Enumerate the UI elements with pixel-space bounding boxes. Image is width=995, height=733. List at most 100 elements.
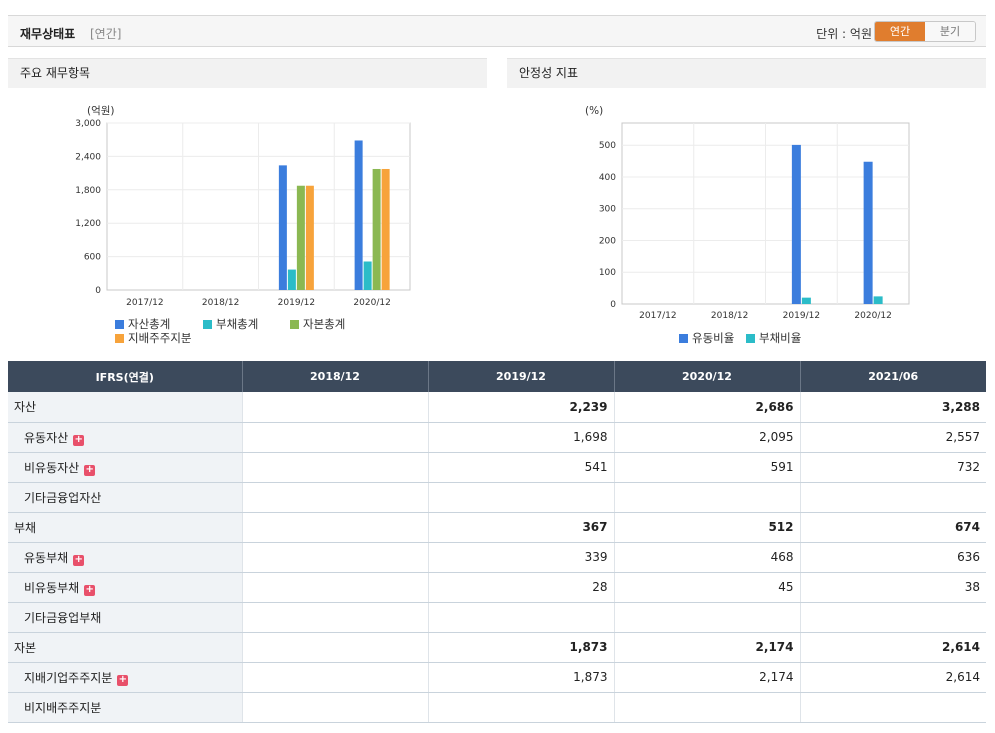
x-tick-label: 2020/12 — [854, 311, 891, 321]
table-row: 유동자산 +1,698 2,095 2,557 — [8, 422, 986, 453]
x-tick-label: 2020/12 — [353, 298, 390, 308]
table-cell — [613, 692, 800, 723]
table-cell: 1,873 — [427, 662, 614, 693]
table-cell: 2,686 — [613, 392, 800, 423]
table-row: 비지배주주지분 — [8, 692, 986, 723]
table-cell: 1,698 — [427, 422, 614, 453]
bar-부채총계 — [287, 269, 296, 290]
row-label-text: 자산 — [14, 400, 37, 415]
x-tick-label: 2017/12 — [126, 298, 163, 308]
y-tick-label: 0 — [95, 286, 101, 296]
period-toggle: 연간 분기 — [874, 21, 976, 42]
bar-자산총계 — [354, 140, 363, 290]
row-label: 자본 — [8, 632, 242, 663]
table-cell — [427, 602, 614, 633]
bar-지배주주지분 — [305, 185, 314, 290]
table-row: 자산 2,239 2,686 3,288 — [8, 392, 986, 423]
table-cell: 367 — [427, 512, 614, 543]
expand-plus-icon[interactable]: + — [73, 553, 85, 566]
table-cell — [241, 512, 428, 543]
table-cell: 3,288 — [799, 392, 986, 423]
table-cell — [241, 632, 428, 663]
legend-label: 자산총계 — [128, 317, 171, 331]
table-cell: 28 — [427, 572, 614, 603]
legend-swatch — [679, 334, 688, 343]
legend-item: 부채총계 — [203, 316, 258, 332]
table-cell — [241, 542, 428, 573]
unit-label: 단위 : 억원 — [816, 27, 872, 41]
row-label-text: 비유동부채 — [24, 580, 80, 595]
legend-label: 지배주주지분 — [128, 331, 192, 345]
legend-swatch — [290, 320, 299, 329]
bar-부채총계 — [363, 261, 372, 290]
table-cell — [241, 422, 428, 453]
row-label: 기타금융업부채 — [8, 602, 242, 633]
row-label-text: 비지배주주지분 — [24, 700, 102, 715]
section-header: 재무상태표 [연간] 단위 : 억원 연간 분기 — [8, 15, 986, 47]
row-label-text: 지배기업주주지분 — [24, 670, 113, 685]
row-label: 자산 — [8, 392, 242, 423]
table-cell: 732 — [799, 452, 986, 483]
table-cell: 2,614 — [799, 662, 986, 693]
table-cell: 2,239 — [427, 392, 614, 423]
table-row: 비유동자산 +541 591 732 — [8, 452, 986, 483]
bar-자본총계 — [296, 185, 305, 290]
legend-label: 부채비율 — [759, 331, 802, 345]
column-header: 2019/12 — [427, 361, 614, 392]
legend-label: 유동비율 — [692, 331, 735, 345]
bar-부채비율 — [801, 297, 811, 304]
table-cell — [241, 692, 428, 723]
y-tick-label: 200 — [599, 236, 616, 246]
quarter-toggle-button[interactable]: 분기 — [925, 22, 975, 41]
annual-toggle-button[interactable]: 연간 — [875, 22, 925, 41]
table-cell: 541 — [427, 452, 614, 483]
table-cell — [427, 482, 614, 513]
row-label: 유동자산 + — [8, 422, 242, 453]
y-tick-label: 1,800 — [75, 186, 101, 196]
row-label: 비유동자산 + — [8, 452, 242, 483]
row-label: 유동부채 + — [8, 542, 242, 573]
row-label-text: 유동자산 — [24, 430, 69, 445]
table-cell — [241, 662, 428, 693]
row-label-text: 부채 — [14, 520, 37, 535]
row-label-text: 자본 — [14, 640, 37, 655]
table-cell — [799, 482, 986, 513]
row-label-text: 비유동자산 — [24, 460, 80, 475]
expand-plus-icon[interactable]: + — [84, 463, 96, 476]
y-tick-label: 0 — [610, 300, 616, 310]
table-cell: 2,095 — [613, 422, 800, 453]
bar-자본총계 — [372, 168, 381, 290]
y-tick-label: 3,000 — [75, 119, 101, 129]
x-tick-label: 2018/12 — [711, 311, 748, 321]
bar-부채비율 — [873, 296, 883, 304]
expand-plus-icon[interactable]: + — [73, 433, 85, 446]
table-cell: 38 — [799, 572, 986, 603]
y-tick-label: 300 — [599, 205, 616, 215]
legend-item: 자산총계 — [115, 316, 170, 332]
legend-swatch — [746, 334, 755, 343]
table-cell: 591 — [613, 452, 800, 483]
row-label: 기타금융업자산 — [8, 482, 242, 513]
table-cell: 45 — [613, 572, 800, 603]
table-row: 지배기업주주지분 +1,873 2,174 2,614 — [8, 662, 986, 693]
legend-item: 유동비율 — [679, 330, 734, 346]
table-cell — [427, 692, 614, 723]
section-subtitle: [연간] — [90, 27, 122, 41]
legend-item: 지배주주지분 — [115, 330, 191, 346]
table-row: 기타금융업자산 — [8, 482, 986, 513]
table-cell — [799, 692, 986, 723]
bar-유동비율 — [863, 161, 873, 304]
expand-plus-icon[interactable]: + — [84, 583, 96, 596]
expand-plus-icon[interactable]: + — [117, 673, 129, 686]
row-label: 부채 — [8, 512, 242, 543]
y-tick-label: 600 — [84, 253, 101, 263]
table-cell: 512 — [613, 512, 800, 543]
key-items-panel: 주요 재무항목 0 600 1,200 1,800 2,400 3,000 (억원) 2017… — [8, 58, 487, 358]
y-axis-label: (억원) — [87, 105, 115, 117]
table-row: 기타금융업부채 — [8, 602, 986, 633]
table-cell — [241, 602, 428, 633]
table-cell — [241, 572, 428, 603]
table-cell — [241, 392, 428, 423]
y-axis-label: (%) — [585, 105, 603, 117]
x-tick-label: 2018/12 — [202, 298, 239, 308]
